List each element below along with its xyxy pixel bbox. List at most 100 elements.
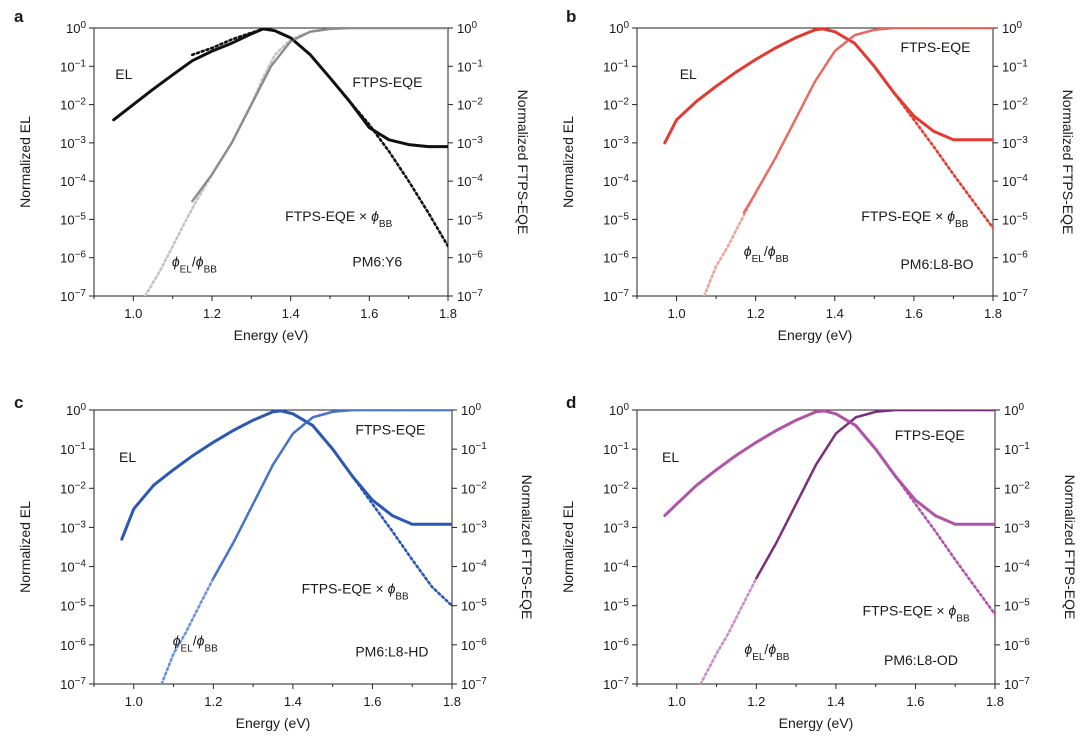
- y-tick-label-left: 100: [609, 402, 629, 419]
- y-tick-label-right: 10−2: [461, 480, 487, 497]
- y-tick-label-right: 100: [1002, 20, 1022, 37]
- label-ftps-eqe: FTPS-EQE: [352, 74, 422, 90]
- x-tick-label: 1.2: [747, 694, 765, 709]
- y-tick-label-right: 10−4: [457, 173, 483, 190]
- y-tick-label-right: 10−5: [1002, 211, 1028, 228]
- y-tick-label-left: 10−6: [60, 249, 86, 266]
- y-tick-label-right: 10−5: [457, 211, 483, 228]
- x-tick-label: 1.6: [906, 694, 924, 709]
- label-el: EL: [115, 66, 132, 82]
- y-tick-label-left: 10−2: [603, 480, 629, 497]
- y-tick-label-left: 10−7: [603, 676, 629, 693]
- y-tick-label-left: 10−5: [603, 211, 629, 228]
- x-tick-label: 1.0: [668, 306, 686, 321]
- y-tick-label-left: 10−3: [60, 134, 86, 151]
- y-tick-label-left: 10−4: [603, 558, 629, 575]
- y-tick-label-right: 10−6: [457, 249, 483, 266]
- plot-frame: [636, 409, 996, 685]
- label-ftps-eqe-times-phi-bb: FTPS-EQE × ϕBB: [285, 208, 392, 230]
- y-axis-title-right: Normalized FTPS-EQE: [515, 90, 531, 235]
- label-ftps-eqe-times-phi-bb: FTPS-EQE × ϕBB: [861, 208, 968, 230]
- y-tick-label-right: 100: [1004, 402, 1024, 419]
- y-tick-label-left: 10−5: [60, 211, 86, 228]
- x-axis-title: Energy (eV): [778, 327, 853, 343]
- label-el: EL: [680, 66, 697, 82]
- label-el: EL: [119, 449, 136, 465]
- y-tick-label-right: 10−6: [461, 636, 487, 653]
- label-el: EL: [662, 449, 679, 465]
- y-tick-label-left: 100: [66, 20, 86, 37]
- panel-d: d 1.0 1.2 1.4 1.6 1.8 100 100 10−1 10−1 10−2 10−2 10…: [560, 393, 1078, 731]
- y-tick-label-left: 10−1: [60, 58, 86, 75]
- y-tick-label-left: 10−1: [603, 58, 629, 75]
- series-ftps-eqe-phi-bb: [754, 28, 993, 230]
- y-tick-label-right: 10−6: [1002, 249, 1028, 266]
- label-phi-el-over-phi-bb: ϕEL/ϕBB: [173, 633, 218, 655]
- series-ftps-eqe: [755, 410, 995, 580]
- y-axis-title-right: Normalized FTPS-EQE: [1060, 90, 1076, 235]
- y-tick-label-right: 10−1: [461, 441, 487, 458]
- y-tick-label-left: 100: [66, 402, 86, 419]
- panel-a: a 1.0 1.2 1.4 1.6 1.8 100 100 10−1 10−1 10−2 10−2 10…: [14, 7, 531, 343]
- x-tick-label: 1.4: [284, 694, 302, 709]
- x-tick-label: 1.2: [204, 694, 222, 709]
- label-ftps-eqe-times-phi-bb: FTPS-EQE × ϕBB: [302, 581, 409, 603]
- y-tick-label-left: 10−5: [603, 597, 629, 614]
- y-tick-label-left: 10−4: [603, 173, 629, 190]
- y-tick-label-right: 10−5: [1004, 597, 1030, 614]
- series-phi-el-phi-bb: [143, 28, 448, 296]
- y-tick-label-right: 10−7: [461, 676, 487, 693]
- label-material: PM6:L8-HD: [355, 644, 428, 660]
- x-tick-label: 1.4: [827, 694, 845, 709]
- x-tick-label: 1.8: [439, 306, 457, 321]
- y-tick-label-right: 10−4: [1002, 173, 1028, 190]
- label-phi-el-over-phi-bb: ϕEL/ϕBB: [744, 641, 789, 663]
- label-ftps-eqe-times-phi-bb: FTPS-EQE × ϕBB: [863, 603, 970, 625]
- y-tick-label-left: 10−7: [60, 288, 86, 305]
- y-tick-label-left: 10−5: [60, 597, 86, 614]
- y-tick-label-right: 10−5: [461, 597, 487, 614]
- y-tick-label-right: 10−3: [1004, 519, 1030, 536]
- panel-letter: d: [566, 393, 576, 412]
- x-tick-label: 1.0: [124, 306, 142, 321]
- y-tick-label-left: 10−1: [603, 441, 629, 458]
- x-tick-label: 1.6: [905, 306, 923, 321]
- y-tick-label-left: 10−6: [603, 249, 629, 266]
- series-ftps-eqe-phi-bb: [212, 410, 452, 608]
- y-tick-label-left: 10−4: [60, 558, 86, 575]
- label-material: PM6:L8-BO: [900, 256, 973, 272]
- label-phi-el-over-phi-bb: ϕEL/ϕBB: [744, 243, 789, 264]
- y-tick-label-left: 10−3: [603, 519, 629, 536]
- y-tick-label-right: 10−2: [457, 96, 483, 113]
- series-ftps-eqe: [212, 410, 452, 580]
- label-ftps-eqe: FTPS-EQE: [355, 422, 425, 438]
- y-tick-label-right: 10−2: [1004, 480, 1030, 497]
- plot-frame: [93, 409, 453, 685]
- y-tick-label-right: 10−1: [1002, 58, 1028, 75]
- x-tick-label: 1.8: [443, 694, 461, 709]
- y-axis-title-left: Normalized EL: [560, 501, 576, 593]
- y-axis-title-right: Normalized FTPS-EQE: [519, 475, 535, 620]
- y-tick-label-left: 10−7: [603, 288, 629, 305]
- x-tick-label: 1.4: [826, 306, 844, 321]
- y-tick-label-left: 10−2: [603, 96, 629, 113]
- y-tick-label-left: 10−7: [60, 676, 86, 693]
- x-axis-title: Energy (eV): [236, 715, 311, 731]
- x-axis-title: Energy (eV): [234, 327, 309, 343]
- series-ftps-eqe: [191, 28, 448, 203]
- x-tick-label: 1.4: [282, 306, 300, 321]
- y-tick-label-right: 10−7: [1004, 676, 1030, 693]
- y-tick-label-right: 10−7: [457, 288, 483, 305]
- series-ftps-eqe: [742, 28, 993, 214]
- y-axis-title-left: Normalized EL: [17, 501, 33, 593]
- x-tick-label: 1.6: [360, 306, 378, 321]
- y-tick-label-right: 10−7: [1002, 288, 1028, 305]
- plot-frame: [636, 27, 994, 297]
- panel-b: b 1.0 1.2 1.4 1.6 1.8 100 100 10−1 10−1 10−2 10−2 10…: [560, 7, 1076, 343]
- y-tick-label-right: 100: [457, 20, 477, 37]
- label-ftps-eqe: FTPS-EQE: [900, 39, 970, 55]
- y-tick-label-right: 10−3: [461, 519, 487, 536]
- label-ftps-eqe: FTPS-EQE: [895, 427, 965, 443]
- x-tick-label: 1.0: [125, 694, 143, 709]
